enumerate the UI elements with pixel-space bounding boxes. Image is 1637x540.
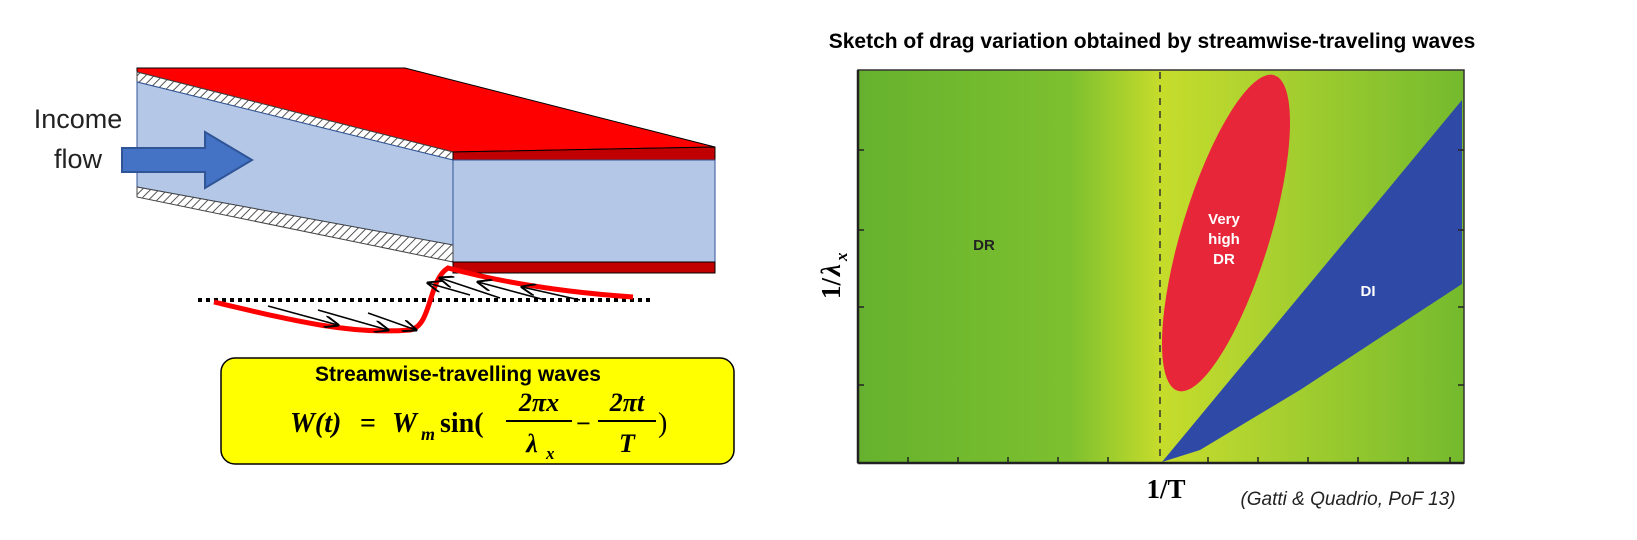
y-axis-label-sub: x [832, 252, 851, 262]
velocity-arrow [478, 282, 546, 301]
eq-minus: − [576, 409, 591, 438]
inlet-label-line2: flow [54, 144, 103, 174]
eq-close: ) [658, 408, 667, 439]
label-di: DI [1361, 283, 1376, 300]
y-axis-label-prefix: 1/ [816, 278, 846, 300]
inflow-arrow-icon [121, 130, 254, 190]
label-very-high-dr-1: Very [1208, 211, 1240, 228]
drag-map: Sketch of drag variation obtained by str… [816, 30, 1475, 510]
velocity-arrow [317, 309, 388, 330]
label-dr: DR [973, 237, 995, 254]
frac1-numerator: 2πx [518, 388, 559, 417]
travelling-wave-curve [213, 265, 634, 334]
region-di [1162, 100, 1462, 462]
label-very-high-dr-3: DR [1213, 251, 1235, 268]
y-axis-label-symbol: λ [816, 264, 846, 277]
wall-velocity-arrows [267, 278, 581, 330]
y-axis-ticks [858, 149, 1464, 386]
wave-equation: W(t) = W m sin( 2πx λ x − 2πt T ) [290, 388, 667, 463]
region-very-high-dr [1161, 74, 1291, 392]
wave-equation-box [220, 357, 735, 465]
frac1-denominator-sub: x [545, 444, 555, 463]
eq-sine: sin( [440, 408, 484, 439]
eq-equals: = [360, 408, 376, 439]
x-axis-ticks [907, 457, 1451, 463]
eq-amplitude: W [392, 408, 419, 439]
label-very-high-dr-2: high [1208, 231, 1240, 248]
wave-box-title: Streamwise-travelling waves [315, 363, 601, 386]
velocity-arrow [440, 278, 501, 299]
bottom-wall-edge [452, 261, 716, 274]
velocity-arrow [522, 287, 581, 301]
x-axis-label: 1/T [1146, 474, 1185, 504]
y-axis-label: 1/ λ x [816, 252, 851, 299]
frac2-numerator: 2πt [609, 388, 645, 417]
frac2-denominator: T [619, 429, 636, 458]
velocity-arrow [367, 312, 416, 330]
citation: (Gatti & Quadrio, PoF 13) [1240, 489, 1455, 510]
chart-title: Sketch of drag variation obtained by str… [829, 30, 1476, 53]
eq-lhs: W(t) [290, 408, 341, 439]
channel-diagram: Income flow Streamwise-travelling waves … [34, 67, 735, 465]
inlet-label-line1: Income [34, 104, 123, 134]
velocity-arrow [267, 305, 338, 325]
velocity-arrow [428, 283, 471, 296]
frac1-denominator: λ [525, 429, 538, 458]
channel-fluid-front [452, 159, 716, 263]
eq-amplitude-sub: m [421, 424, 435, 444]
